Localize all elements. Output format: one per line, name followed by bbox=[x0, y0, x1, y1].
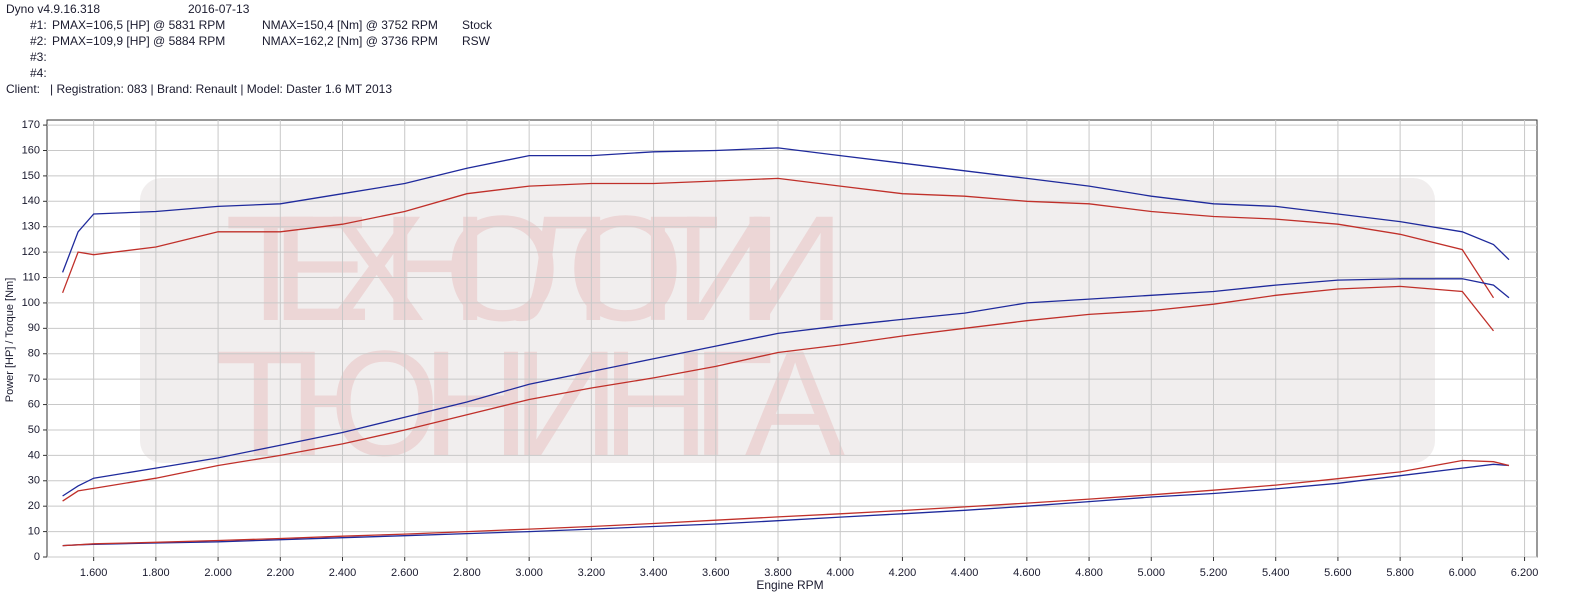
x-tick-label: 6.200 bbox=[1511, 567, 1539, 579]
x-tick-label: 1.800 bbox=[142, 567, 170, 579]
y-tick-label: 160 bbox=[22, 144, 40, 156]
x-tick-label: 4.800 bbox=[1075, 567, 1103, 579]
x-tick-label: 5.600 bbox=[1324, 567, 1352, 579]
x-tick-label: 5.000 bbox=[1138, 567, 1166, 579]
x-tick-label: 5.400 bbox=[1262, 567, 1290, 579]
x-tick-label: 4.000 bbox=[826, 567, 854, 579]
x-tick-label: 5.200 bbox=[1200, 567, 1228, 579]
run-nmax: NMAX=150,4 [Nm] @ 3752 RPM bbox=[262, 18, 438, 32]
y-tick-label: 30 bbox=[28, 475, 40, 487]
client-info: Client: | Registration: 083 | Brand: Ren… bbox=[6, 82, 392, 96]
run-name: RSW bbox=[462, 34, 491, 48]
curve bbox=[61, 177, 1495, 299]
date: 2016-07-13 bbox=[188, 2, 250, 16]
y-tick-label: 80 bbox=[28, 348, 40, 360]
run-label: #3: bbox=[30, 50, 47, 64]
y-tick-label: 10 bbox=[28, 525, 40, 537]
curve bbox=[62, 459, 1510, 547]
y-tick-label: 100 bbox=[22, 297, 40, 309]
y-tick-label: 20 bbox=[28, 500, 40, 512]
curve bbox=[62, 278, 1510, 497]
x-tick-label: 3.600 bbox=[702, 567, 730, 579]
y-tick-label: 110 bbox=[22, 271, 40, 283]
y-tick-label: 0 bbox=[34, 551, 40, 563]
x-tick-label: 2.000 bbox=[204, 567, 232, 579]
x-tick-label: 3.400 bbox=[640, 567, 668, 579]
curve bbox=[61, 147, 1510, 273]
watermark-text: ТЕХНОЛОГИИ bbox=[225, 184, 845, 352]
run-label: #1: bbox=[30, 18, 47, 32]
y-tick-label: 120 bbox=[22, 246, 40, 258]
watermark-text: ТЮНИНГА bbox=[215, 319, 845, 487]
x-tick-label: 3.200 bbox=[578, 567, 606, 579]
y-tick-label: 60 bbox=[28, 398, 40, 410]
x-tick-label: 3.800 bbox=[764, 567, 792, 579]
y-tick-label: 70 bbox=[28, 373, 40, 385]
x-axis-label: Engine RPM bbox=[756, 578, 823, 592]
x-tick-label: 3.000 bbox=[515, 567, 543, 579]
x-tick-label: 2.600 bbox=[391, 567, 419, 579]
x-tick-label: 2.200 bbox=[267, 567, 295, 579]
run-name: Stock bbox=[462, 18, 493, 32]
y-tick-label: 50 bbox=[28, 424, 40, 436]
x-tick-label: 4.200 bbox=[889, 567, 917, 579]
y-tick-label: 140 bbox=[22, 195, 40, 207]
run-pmax: PMAX=106,5 [HP] @ 5831 RPM bbox=[52, 18, 225, 32]
x-tick-label: 5.800 bbox=[1386, 567, 1414, 579]
x-tick-label: 4.400 bbox=[951, 567, 979, 579]
curve bbox=[62, 463, 1510, 547]
app-version: Dyno v4.9.16.318 bbox=[6, 2, 100, 16]
run-label: #4: bbox=[30, 66, 47, 80]
run-pmax: PMAX=109,9 [HP] @ 5884 RPM bbox=[52, 34, 225, 48]
y-tick-label: 90 bbox=[28, 322, 40, 334]
y-tick-label: 40 bbox=[28, 449, 40, 461]
x-tick-label: 2.800 bbox=[453, 567, 481, 579]
x-tick-label: 1.600 bbox=[80, 567, 108, 579]
y-tick-label: 150 bbox=[22, 170, 40, 182]
y-tick-label: 170 bbox=[22, 119, 40, 131]
watermark-panel bbox=[140, 178, 1435, 463]
y-tick-label: 130 bbox=[22, 221, 40, 233]
run-label: #2: bbox=[30, 34, 47, 48]
x-tick-label: 6.000 bbox=[1449, 567, 1477, 579]
run-nmax: NMAX=162,2 [Nm] @ 3736 RPM bbox=[262, 34, 438, 48]
x-tick-label: 4.600 bbox=[1013, 567, 1041, 579]
y-axis-label: Power [HP] / Torque [Nm] bbox=[4, 278, 16, 403]
x-tick-label: 2.400 bbox=[329, 567, 357, 579]
curve bbox=[62, 285, 1495, 502]
